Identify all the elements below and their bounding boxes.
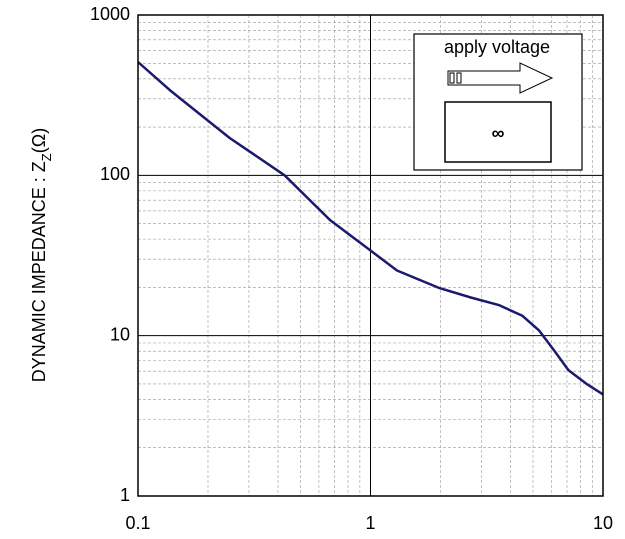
x-tick-label: 0.1 [125, 513, 150, 533]
inset: apply voltage ∞ [413, 33, 583, 171]
y-tick-label: 1000 [90, 4, 130, 24]
arrow-mark [456, 72, 462, 84]
y-tick-label: 10 [110, 324, 130, 344]
x-tick-label: 1 [365, 513, 375, 533]
inset-symbol: ∞ [492, 123, 505, 143]
inset-label: apply voltage [444, 37, 550, 57]
series-line [137, 61, 604, 396]
y-axis-label: DYNAMIC IMPEDANCE : ZZ(Ω) [29, 128, 54, 382]
arrow-mark [449, 72, 455, 84]
y-label-main: DYNAMIC IMPEDANCE : Z [29, 161, 49, 382]
y-label-sub: Z [39, 153, 54, 161]
y-tick-label: 100 [100, 164, 130, 184]
plot-frame [137, 14, 604, 497]
x-tick-label: 10 [593, 513, 613, 533]
arrow [447, 62, 554, 94]
y-label-tail: (Ω) [29, 128, 49, 153]
lines [137, 61, 604, 396]
y-tick-label: 1 [120, 485, 130, 505]
inset-component [444, 101, 552, 163]
